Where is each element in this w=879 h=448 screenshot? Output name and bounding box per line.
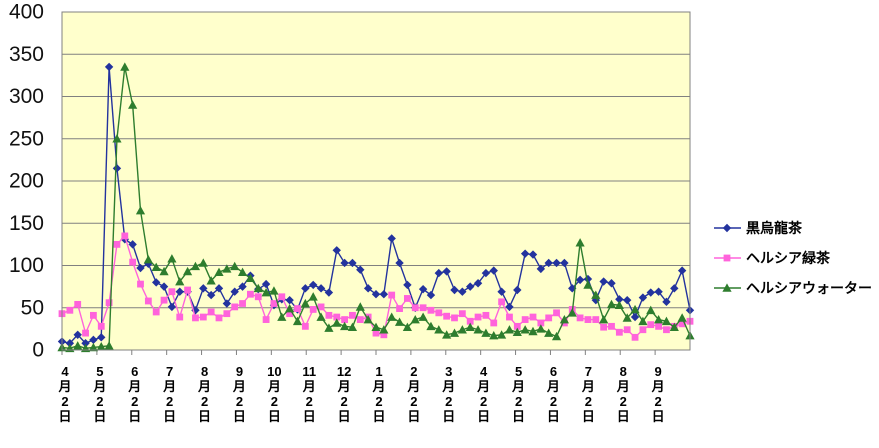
x-axis-labels: 4 月 2 日 5 月 2 日 6 月 2 日 7 月 2 日 8 月 2 日 9 月 2 日 10 月 2 日 11 月 2 日 12 月 2 日 1… (57, 350, 665, 424)
legend-marker-triangle (714, 283, 741, 292)
legend-label: 黒烏龍茶 (746, 220, 802, 236)
legend-item-healthya-ryokucha: ヘルシア緑茶 (714, 251, 872, 265)
series-0 (57, 62, 695, 348)
x-tick-label: 11 月 2 日 (302, 364, 316, 424)
plot-border (61, 11, 691, 351)
x-tick-label: 10 月 2 日 (267, 364, 282, 424)
legend-marker-square (714, 254, 741, 262)
series-2-markers (57, 62, 695, 353)
x-tick-label: 12 月 2 日 (337, 364, 352, 424)
y-tick-label: 400 (9, 1, 44, 24)
y-tick-label: 150 (9, 212, 44, 235)
legend: 黒烏龍茶 ヘルシア緑茶 ヘルシアウォーター (714, 221, 872, 295)
y-tick-label: 0 (32, 339, 44, 362)
legend-item-kuro-oolong: 黒烏龍茶 (714, 221, 872, 235)
y-tick-label: 300 (9, 85, 44, 108)
y-axis-labels: 400 350 300 250 200 150 100 50 0 (9, 1, 44, 362)
legend-label: ヘルシアウォーター (746, 280, 872, 296)
y-tick-label: 50 (21, 296, 44, 319)
y-tick-label: 250 (9, 127, 44, 150)
y-tick-label: 200 (9, 170, 44, 193)
legend-item-healthya-water: ヘルシアウォーター (714, 281, 872, 295)
series-0-markers (57, 62, 695, 348)
series-2 (57, 62, 695, 353)
legend-label: ヘルシア緑茶 (746, 250, 830, 266)
y-tick-label: 350 (9, 43, 44, 66)
y-tick-label: 100 (9, 254, 44, 277)
legend-marker-diamond (714, 223, 741, 233)
